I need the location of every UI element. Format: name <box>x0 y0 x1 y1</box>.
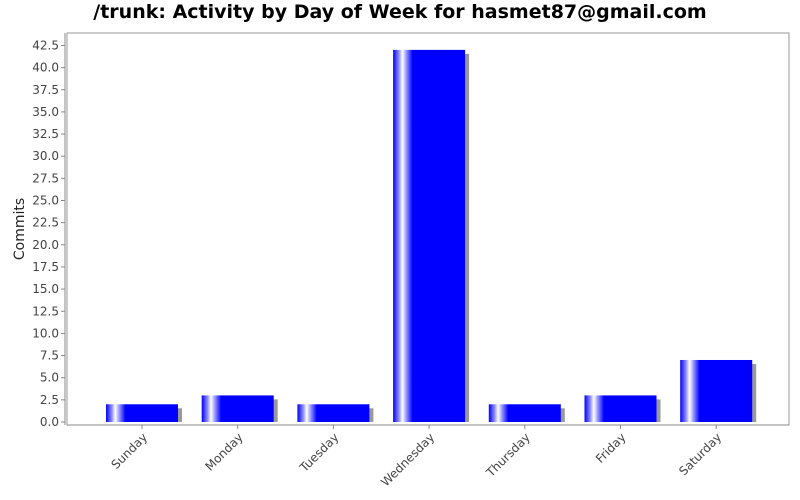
x-tick-label-thursday: Thursday <box>483 430 533 480</box>
bar-sunday <box>106 404 178 422</box>
y-tick-label: 25.0 <box>32 194 59 208</box>
y-tick-label: 12.5 <box>32 304 59 318</box>
x-tick-label-monday: Monday <box>202 430 245 473</box>
bar-saturday <box>680 359 753 422</box>
bar-friday <box>584 395 657 422</box>
y-tick-label: 40.0 <box>32 61 59 75</box>
y-tick-label: 20.0 <box>32 238 59 252</box>
y-tick-label: 37.5 <box>32 83 59 97</box>
y-tick-label: 17.5 <box>32 260 59 274</box>
y-tick-label: 35.0 <box>32 105 59 119</box>
y-axis-title: Commits <box>12 198 28 260</box>
y-tick-label: 10.0 <box>32 326 59 340</box>
x-tick-label-friday: Friday <box>593 430 629 466</box>
bar-thursday <box>488 404 561 422</box>
bar-tuesday <box>297 404 370 422</box>
y-axis: 0.0 2.5 5.0 7.5 10.0 12.5 15.0 17.5 20.0 22.5 25.0… <box>32 33 66 429</box>
y-tick-label: 7.5 <box>40 349 59 363</box>
y-tick-label: 27.5 <box>32 171 59 185</box>
x-tick-label-tuesday: Tuesday <box>296 430 341 475</box>
y-tick-label: 5.0 <box>40 371 59 385</box>
y-tick-label: 42.5 <box>32 38 59 52</box>
y-tick-label: 2.5 <box>40 393 59 407</box>
y-tick-label: 15.0 <box>32 282 59 296</box>
y-tick-label: 22.5 <box>32 216 59 230</box>
bar-monday <box>201 395 274 422</box>
y-tick-label: 0.0 <box>40 415 59 429</box>
chart-title: /trunk: Activity by Day of Week for hasm… <box>93 1 707 23</box>
bar-series <box>106 49 757 422</box>
x-tick-label-wednesday: Wednesday <box>378 430 437 489</box>
x-tick-label-sunday: Sunday <box>108 430 150 472</box>
x-axis: Sunday Monday Tuesday Wednesday Thursday Frid… <box>67 424 789 489</box>
y-tick-label: 30.0 <box>32 149 59 163</box>
y-tick-label: 32.5 <box>32 127 59 141</box>
x-tick-label-saturday: Saturday <box>676 430 724 478</box>
bar-wednesday <box>393 49 466 422</box>
